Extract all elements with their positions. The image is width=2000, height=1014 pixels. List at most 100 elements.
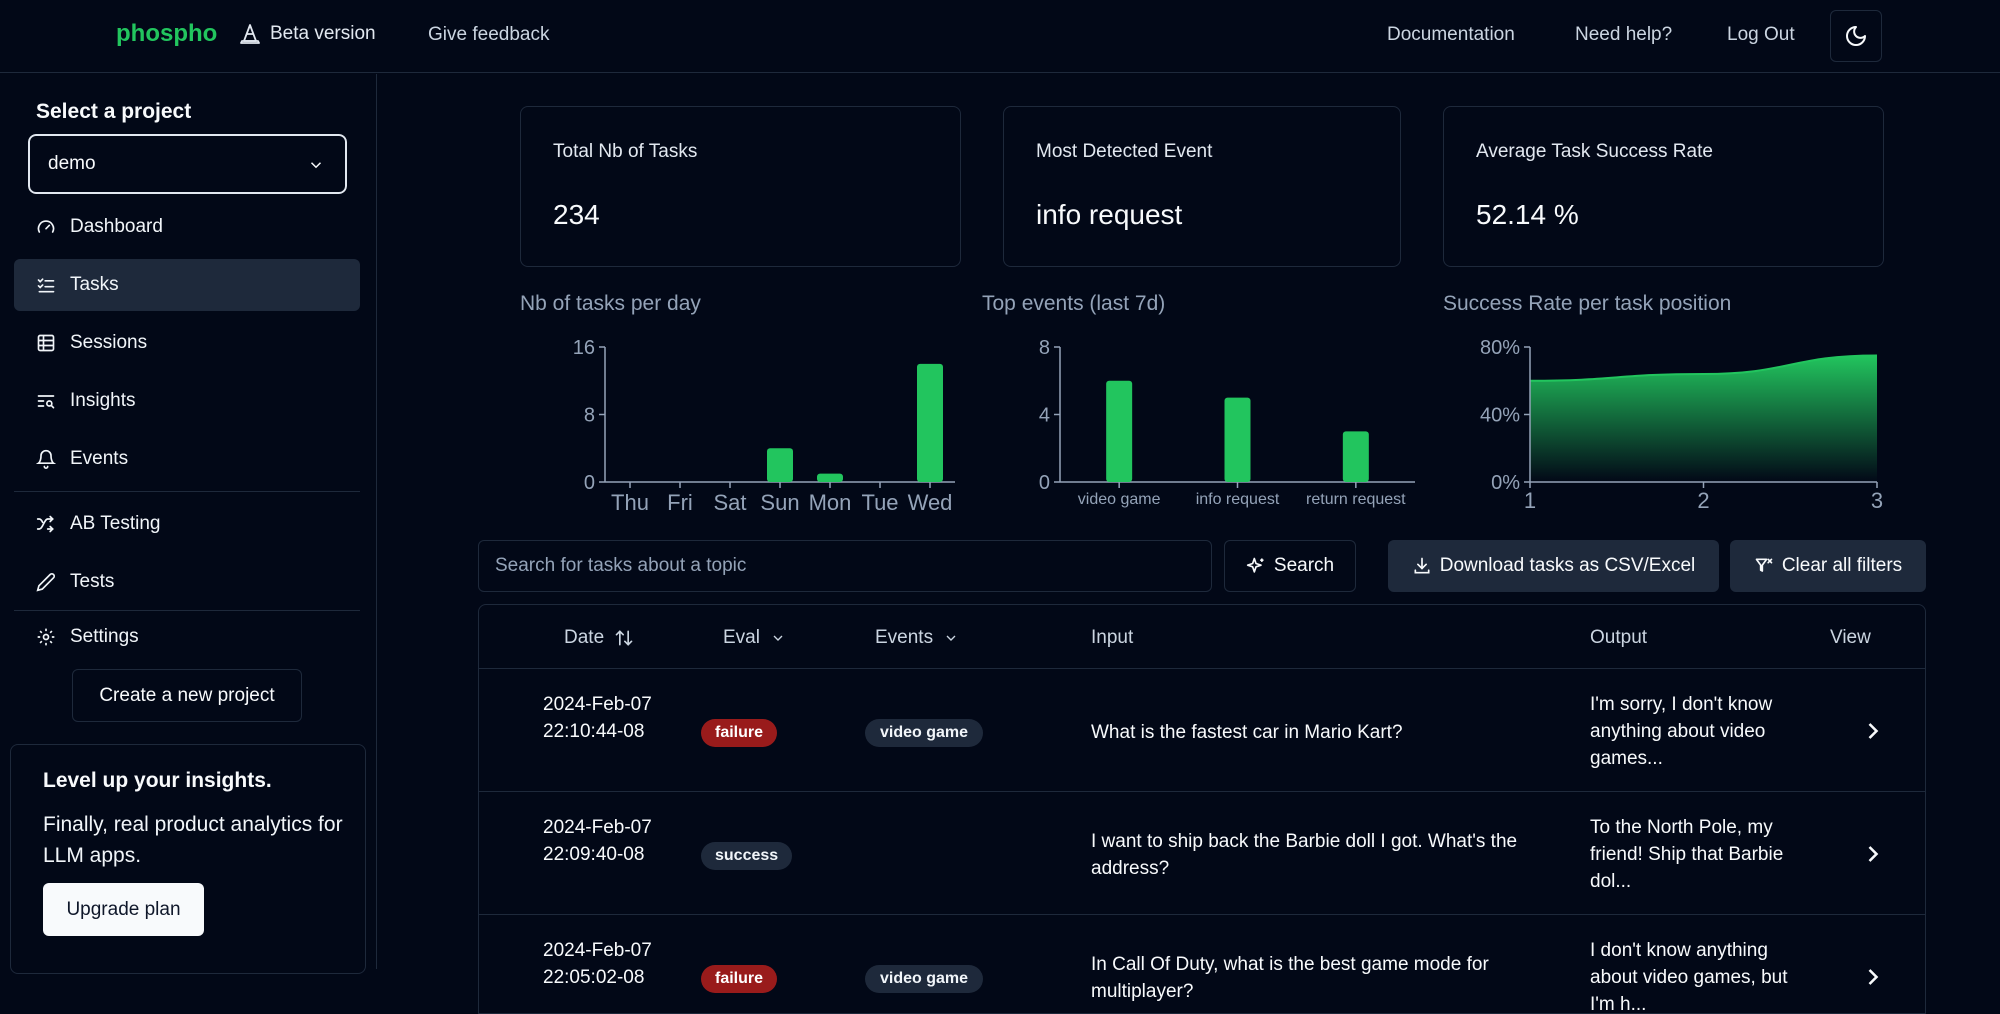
bar <box>1106 380 1133 482</box>
sidebar-item-dashboard[interactable]: Dashboard <box>14 201 360 253</box>
task-search-input[interactable]: Search for tasks about a topic <box>478 540 1212 592</box>
stat-label: Total Nb of Tasks <box>553 141 698 162</box>
sidebar-item-label: AB Testing <box>70 513 161 534</box>
cell-output: I'm sorry, I don't know anything about v… <box>1590 694 1773 769</box>
y-tick-label: 0% <box>1491 472 1520 494</box>
x-tick-label: Sun <box>760 490 799 515</box>
sidebar-item-tests[interactable]: Tests <box>14 556 360 608</box>
x-tick-label: video game <box>1078 491 1161 508</box>
upsell-text: Finally, real product analytics for LLM … <box>43 813 343 867</box>
top-bar: phospho Beta version Give feedback Docum… <box>0 0 2000 73</box>
column-header-date[interactable]: Date <box>564 627 634 649</box>
chevron-down-icon <box>946 635 956 641</box>
bar <box>917 363 943 482</box>
stat-label: Average Task Success Rate <box>1476 141 1713 162</box>
chevron-right-icon[interactable] <box>1859 717 1887 745</box>
cell-input: In Call Of Duty, what is the best game m… <box>1091 954 1489 1002</box>
chart-title: Nb of tasks per day <box>520 292 701 315</box>
clear-filters-button[interactable]: Clear all filters <box>1730 540 1926 592</box>
beta-version-link[interactable]: Beta version <box>238 22 376 46</box>
theme-toggle-button[interactable] <box>1830 10 1882 62</box>
download-icon <box>1414 557 1430 574</box>
sidebar-item-events[interactable]: Events <box>14 433 360 485</box>
cell-input: I want to ship back the Barbie doll I go… <box>1091 831 1518 879</box>
area-line <box>1529 354 1878 382</box>
y-tick-label: 80% <box>1480 337 1520 359</box>
x-tick-label: Fri <box>667 490 693 515</box>
event-badge: video game <box>865 719 984 747</box>
eval-badge: failure <box>701 719 778 747</box>
search-button-label: Search <box>1273 555 1335 576</box>
sparkles-icon <box>1246 557 1264 573</box>
sidebar-divider <box>14 491 360 492</box>
column-header-input: Input <box>1091 627 1134 648</box>
y-tick-label: 0 <box>584 472 595 494</box>
bar <box>1342 431 1369 482</box>
create-project-button[interactable]: Create a new project <box>72 669 302 722</box>
upsell-card: Level up your insights. Finally, real pr… <box>10 744 366 974</box>
x-tick-label: Thu <box>611 490 649 515</box>
download-button-label: Download tasks as CSV/Excel <box>1439 555 1696 576</box>
sidebar-item-label: Insights <box>70 390 136 411</box>
x-tick-label: 3 <box>1871 488 1883 513</box>
sidebar-item-tasks[interactable]: Tasks <box>14 259 360 311</box>
sidebar-item-label: Settings <box>70 626 139 647</box>
column-header-eval[interactable]: Eval <box>723 627 786 649</box>
x-tick-label: 1 <box>1524 488 1536 513</box>
clear-button-label: Clear all filters <box>1781 555 1903 576</box>
x-tick-label: 2 <box>1697 488 1709 513</box>
chart-title: Success Rate per task position <box>1443 292 1732 315</box>
cell-output: To the North Pole, my friend! Ship that … <box>1590 817 1784 892</box>
x-tick-label: Mon <box>809 490 852 515</box>
x-tick-label: Sat <box>713 490 746 515</box>
bell-icon <box>36 449 56 469</box>
table-icon <box>37 334 55 352</box>
chart-title: Top events (last 7d) <box>982 292 1166 315</box>
y-tick-label: 40% <box>1480 405 1520 427</box>
need-help-link[interactable]: Need help? <box>1575 24 1673 45</box>
table-row[interactable]: 2024-Feb-07 22:10:44-08 failure video ga… <box>479 668 1925 791</box>
moon-icon <box>1846 26 1866 46</box>
stat-card-total-tasks: Total Nb of Tasks 234 <box>520 106 961 267</box>
y-tick-label: 8 <box>1039 337 1050 359</box>
cone-icon <box>240 24 260 44</box>
chevron-right-icon[interactable] <box>1859 963 1887 991</box>
filter-x-icon <box>1755 558 1773 572</box>
shuffle-icon <box>36 515 54 533</box>
x-tick-label: info request <box>1196 491 1280 508</box>
cell-output: I don't know anything about video games,… <box>1590 940 1788 1014</box>
download-csv-button[interactable]: Download tasks as CSV/Excel <box>1388 540 1719 592</box>
brand-logo[interactable]: phospho <box>116 20 218 47</box>
column-header-label: Date <box>564 627 605 648</box>
sidebar-item-label: Tests <box>70 571 115 592</box>
table-row[interactable]: 2024-Feb-07 22:09:40-08 success I want t… <box>479 791 1925 914</box>
give-feedback-link[interactable]: Give feedback <box>428 24 550 45</box>
table-row[interactable]: 2024-Feb-07 22:05:02-08 failure video ga… <box>479 914 1925 1014</box>
stat-value: 52.14 % <box>1476 199 1579 230</box>
sidebar: Select a project demo Dashboard Tasks Se… <box>0 74 377 974</box>
column-header-events[interactable]: Events <box>875 627 959 649</box>
chevron-down-icon <box>773 635 783 641</box>
gear-icon <box>37 628 55 646</box>
x-tick-label: return request <box>1306 491 1406 508</box>
eval-badge: failure <box>701 965 778 993</box>
documentation-link[interactable]: Documentation <box>1387 24 1515 45</box>
sort-icon <box>615 630 633 646</box>
sidebar-item-settings[interactable]: Settings <box>14 611 360 663</box>
sidebar-item-insights[interactable]: Insights <box>14 375 360 427</box>
sidebar-item-ab-testing[interactable]: AB Testing <box>14 498 360 550</box>
sidebar-item-label: Sessions <box>70 332 148 353</box>
sidebar-item-label: Events <box>70 448 129 469</box>
cell-date: 2024-Feb-07 22:09:40-08 <box>543 817 652 865</box>
event-badge: video game <box>865 965 984 993</box>
log-out-link[interactable]: Log Out <box>1727 24 1795 45</box>
search-button[interactable]: Search <box>1224 540 1356 592</box>
project-select[interactable]: demo <box>26 132 349 196</box>
chevron-right-icon[interactable] <box>1859 840 1887 868</box>
tasks-table: Date Eval Events Input Output View 2024-… <box>478 604 1926 1014</box>
sidebar-item-sessions[interactable]: Sessions <box>14 317 360 369</box>
stat-value: 234 <box>553 199 600 230</box>
upgrade-plan-button[interactable]: Upgrade plan <box>43 883 204 936</box>
eval-badge: success <box>701 842 793 870</box>
stat-card-success-rate: Average Task Success Rate 52.14 % <box>1443 106 1884 267</box>
